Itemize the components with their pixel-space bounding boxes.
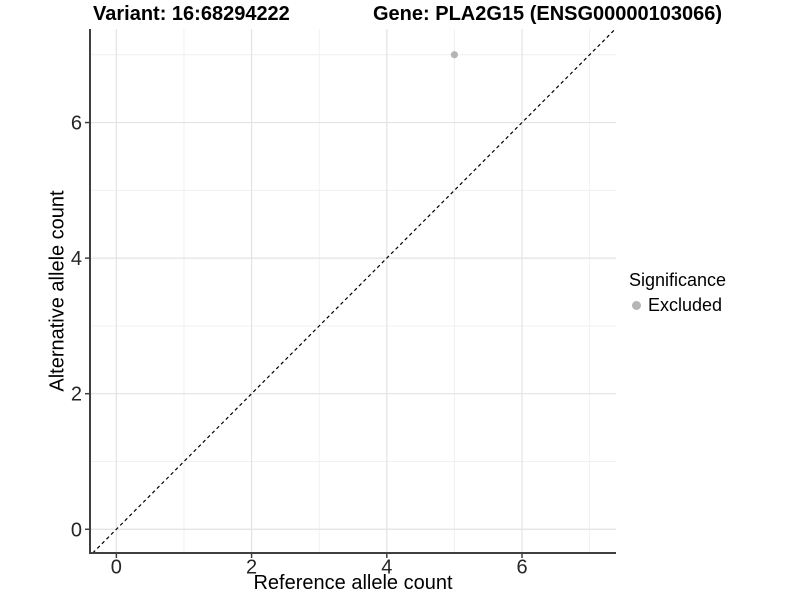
gene-title: Gene: PLA2G15 (ENSG00000103066) — [373, 3, 723, 25]
y-tick-label: 6 — [71, 113, 82, 135]
legend: Significance Excluded — [629, 269, 726, 316]
x-axis-title: Reference allele count — [253, 572, 453, 594]
legend-item-excluded: Excluded — [629, 294, 726, 316]
y-axis-title: Alternative allele count — [46, 190, 69, 392]
legend-item-label: Excluded — [648, 295, 723, 315]
x-tick-label: 0 — [111, 557, 122, 579]
variant-title: Variant: 16:68294222 — [93, 3, 290, 25]
excluded-point-marker-icon — [632, 300, 641, 310]
y-tick-label: 4 — [71, 248, 82, 270]
x-tick-label: 4 — [381, 557, 392, 579]
identity-reference-line — [92, 28, 616, 554]
y-tick-label: 0 — [71, 519, 82, 541]
legend-title: Significance — [629, 270, 727, 290]
x-tick-label: 6 — [516, 557, 527, 579]
x-tick-label: 2 — [246, 557, 257, 579]
y-tick-label: 2 — [71, 384, 82, 406]
data-point — [450, 51, 459, 59]
